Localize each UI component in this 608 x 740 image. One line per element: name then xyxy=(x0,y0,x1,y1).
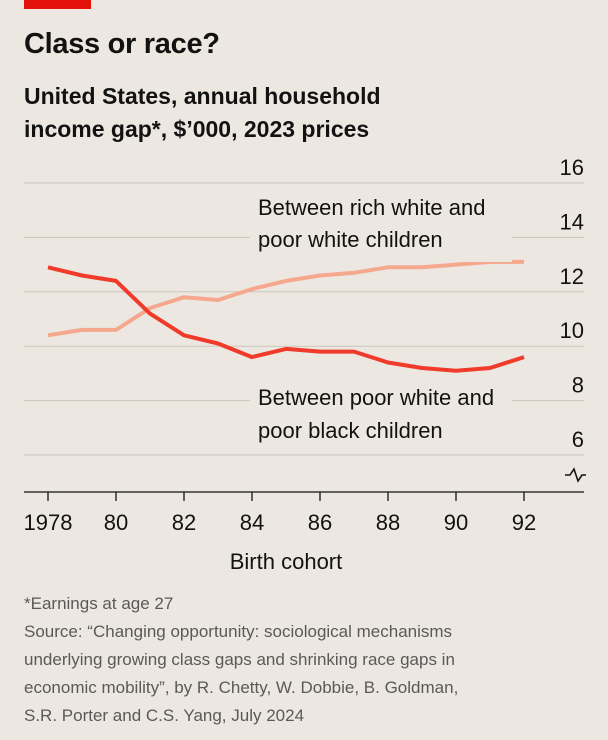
brand-red-tab xyxy=(24,0,91,9)
axis-break-icon xyxy=(565,467,586,483)
x-tick-label: 80 xyxy=(104,510,128,535)
series-label: Between rich white and poor white childre… xyxy=(258,195,485,252)
chart-subtitle: United States, annual household income g… xyxy=(24,80,424,146)
source-line: underlying growing class gaps and shrink… xyxy=(24,650,455,669)
y-tick-label: 16 xyxy=(560,155,584,180)
x-tick-label: 84 xyxy=(240,510,264,535)
series-label: Between poor white and poor black childre… xyxy=(258,385,494,443)
series-label-background xyxy=(250,190,512,262)
x-axis-title: Birth cohort xyxy=(230,549,343,574)
footnote: *Earnings at age 27 Source: “Changing op… xyxy=(24,590,584,730)
y-tick-label: 12 xyxy=(560,264,584,289)
x-tick-label: 92 xyxy=(512,510,536,535)
x-tick-label: 86 xyxy=(308,510,332,535)
y-tick-label: 8 xyxy=(572,373,584,398)
chart-title: Class or race? xyxy=(24,28,220,60)
series-label-line: poor white children xyxy=(258,227,443,252)
series-label-background xyxy=(250,380,512,452)
series-line-rich-vs-poor-white xyxy=(47,259,524,338)
x-tick-label: 1978 xyxy=(24,510,73,535)
source-line: S.R. Porter and C.S. Yang, July 2024 xyxy=(24,706,305,725)
source-line: economic mobility”, by R. Chetty, W. Dob… xyxy=(24,678,459,697)
y-tick-label: 6 xyxy=(572,427,584,452)
series-label-line: Between rich white and xyxy=(258,195,485,220)
series-line-white-vs-black xyxy=(47,265,525,373)
series-label-line: poor black children xyxy=(258,418,443,443)
y-tick-label: 14 xyxy=(560,209,584,234)
subtitle-line: United States, annual household xyxy=(24,83,381,109)
series-label-line: Between poor white and xyxy=(258,385,494,410)
x-tick-label: 82 xyxy=(172,510,196,535)
source-line: Source: “Changing opportunity: sociologi… xyxy=(24,622,453,641)
y-tick-label: 10 xyxy=(560,318,584,343)
footnote-line: *Earnings at age 27 xyxy=(24,594,174,613)
x-tick-label: 90 xyxy=(444,510,468,535)
x-tick-label: 88 xyxy=(376,510,400,535)
subtitle-line: income gap*, $’000, 2023 prices xyxy=(24,116,370,142)
